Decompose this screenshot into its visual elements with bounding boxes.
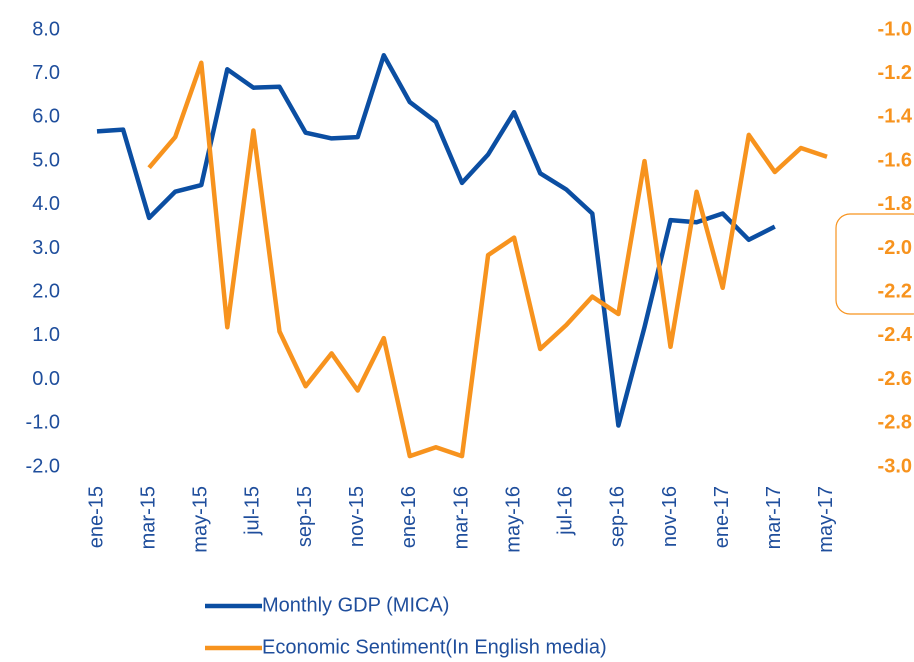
y-tick-label: 0.0 [32,368,60,390]
y-tick-label: 8.0 [32,18,60,40]
x-tick-label: may-17 [815,486,837,553]
y-tick-label: 3.0 [32,237,60,259]
x-tick-label: mar-17 [763,486,785,549]
y-tick-label: 1.0 [32,324,60,346]
x-tick-label: ene-17 [711,486,733,548]
x-tick-label: jul-16 [555,486,577,536]
y2-tick-label: -2.8 [878,412,912,434]
y-tick-label: 5.0 [32,149,60,171]
series-line [147,60,828,459]
y2-tick-label: -2.6 [878,368,912,390]
x-tick-label: nov-15 [346,486,368,547]
y-tick-label: -1.0 [26,412,60,434]
y-tick-label: 2.0 [32,280,60,302]
y2-tick-label: -1.4 [878,106,913,128]
x-tick-label: may-16 [502,486,524,553]
x-tick-label: jul-15 [242,486,264,536]
y2-tick-label: -1.2 [878,62,912,84]
x-tick-label: mar-15 [137,486,159,549]
x-tick-label: mar-16 [450,486,472,549]
y2-tick-label: -3.0 [878,455,912,477]
x-tick-label: may-15 [190,486,212,553]
y2-tick-label: -1.8 [878,193,912,215]
y-tick-label: 7.0 [32,62,60,84]
y-tick-label: 6.0 [32,106,60,128]
y2-tick-label: -1.6 [878,149,912,171]
y2-tick-label: -2.4 [878,324,913,346]
x-tick-label: nov-16 [659,486,681,547]
y-tick-label: 4.0 [32,193,60,215]
annotation-box [835,213,914,315]
x-tick-label: sep-15 [294,486,316,547]
x-tick-label: ene-15 [85,486,107,548]
legend-label: Monthly GDP (MICA) [262,594,449,616]
y-tick-label: -2.0 [26,455,60,477]
y2-tick-label: -2.2 [878,280,912,302]
series-line [96,53,776,428]
x-tick-label: sep-16 [607,486,629,547]
y2-tick-label: -1.0 [878,18,912,40]
legend-label: Economic Sentiment(In English media) [262,636,607,658]
x-tick-label: ene-16 [398,486,420,548]
y2-tick-label: -2.0 [878,237,912,259]
